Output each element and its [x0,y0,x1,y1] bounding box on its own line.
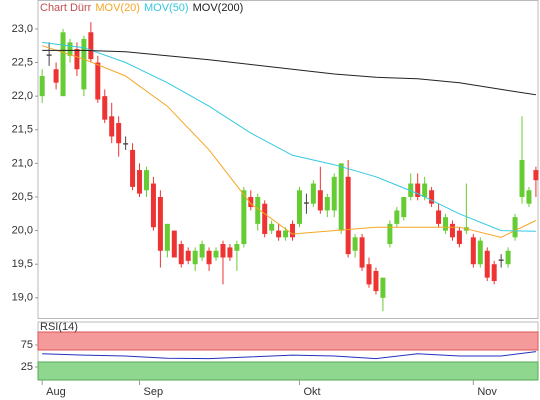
y-tick-label: 21,0 [12,157,33,169]
candle-body [401,196,407,218]
candle-body [331,176,337,211]
candle-body [255,196,261,224]
line-series [42,41,536,232]
candle-body [88,32,94,60]
candle-body [109,116,115,137]
legend-entry: Chart Dürr [40,2,92,14]
candle-body [269,223,275,231]
candle-body [123,143,129,145]
candle-body [296,190,302,224]
candle-body [512,217,518,238]
y-tick-label: 21,5 [12,124,33,136]
candle-body [359,237,365,268]
candle-body [150,183,156,228]
line-series [42,351,536,360]
candle-body [143,170,149,191]
candle-body [171,230,177,258]
candle-body [227,247,233,258]
x-tick-label: Sep [144,386,164,398]
candle-body [429,190,435,204]
y-tick-label: 22,5 [12,56,33,68]
candle-body [310,183,316,204]
candle-body [456,230,462,245]
candle-body [116,123,122,144]
candle-body [157,196,163,251]
candle-body [477,240,483,265]
candle-body [283,230,289,238]
candle-body [290,223,296,238]
candle-body [533,170,539,181]
candle-body [185,250,191,261]
candle-body [39,75,45,97]
candle-body [137,170,143,194]
plot-frame [37,0,539,319]
y-tick-label: 19,5 [12,258,33,270]
candle-body [178,244,184,265]
candle-body [519,160,525,197]
y-tick-label: 19,0 [12,292,33,304]
y-tick-label: 75 [21,339,33,351]
candle-body [60,32,66,97]
candle-body [192,250,198,265]
overbought-band [37,331,539,351]
candle-body [436,210,442,224]
candle-body [67,42,73,56]
candle-body [241,190,247,245]
line-series [42,49,536,96]
candle-body [470,237,476,265]
candle-body [130,149,136,187]
oversold-band [37,361,539,381]
candle-body [484,250,490,278]
candle-body [422,183,428,197]
candle-body [248,196,254,208]
candle-body [102,96,108,120]
candle-body [526,190,532,204]
candle-body [498,259,504,261]
candle-body [276,230,282,238]
candle-body [53,69,59,83]
candle-body [449,223,455,238]
panel-title: RSI(14) [40,321,78,333]
candle-body [505,250,511,265]
x-tick-label: Aug [46,386,66,398]
legend-entry: MOV(20) [95,2,140,14]
candle-body [220,244,226,258]
candle-body [164,223,170,251]
y-tick-label: 25 [21,361,33,373]
legend-entry: MOV(200) [193,2,244,14]
candle-body [324,196,330,211]
candle-body [95,62,101,100]
candle-body [366,264,372,285]
legend-entry: MOV(50) [144,2,189,14]
line-series [42,45,537,238]
candle-body [491,264,497,282]
y-tick-label: 23,0 [12,23,33,35]
y-tick-label: 20,0 [12,225,33,237]
candle-body [234,244,240,251]
candle-body [74,49,80,70]
candle-body [262,203,268,234]
candle-body [317,190,323,211]
candle-body [380,277,386,298]
candle-body [46,54,52,56]
x-tick-label: Nov [477,386,497,398]
candle-body [303,202,309,204]
candle-body [443,217,449,231]
x-tick-label: Okt [303,386,320,398]
candle-body [373,270,379,292]
candle-body [394,210,400,224]
candle-body [345,176,351,255]
candle-body [81,38,87,90]
candle-body [387,223,393,245]
candle-body [338,163,344,231]
candle-body [199,244,205,258]
y-tick-label: 22,0 [12,90,33,102]
candle-body [352,237,358,251]
candle-body [206,250,212,265]
y-tick-label: 20,5 [12,191,33,203]
candle-body [415,183,421,197]
candle-body [213,250,219,258]
